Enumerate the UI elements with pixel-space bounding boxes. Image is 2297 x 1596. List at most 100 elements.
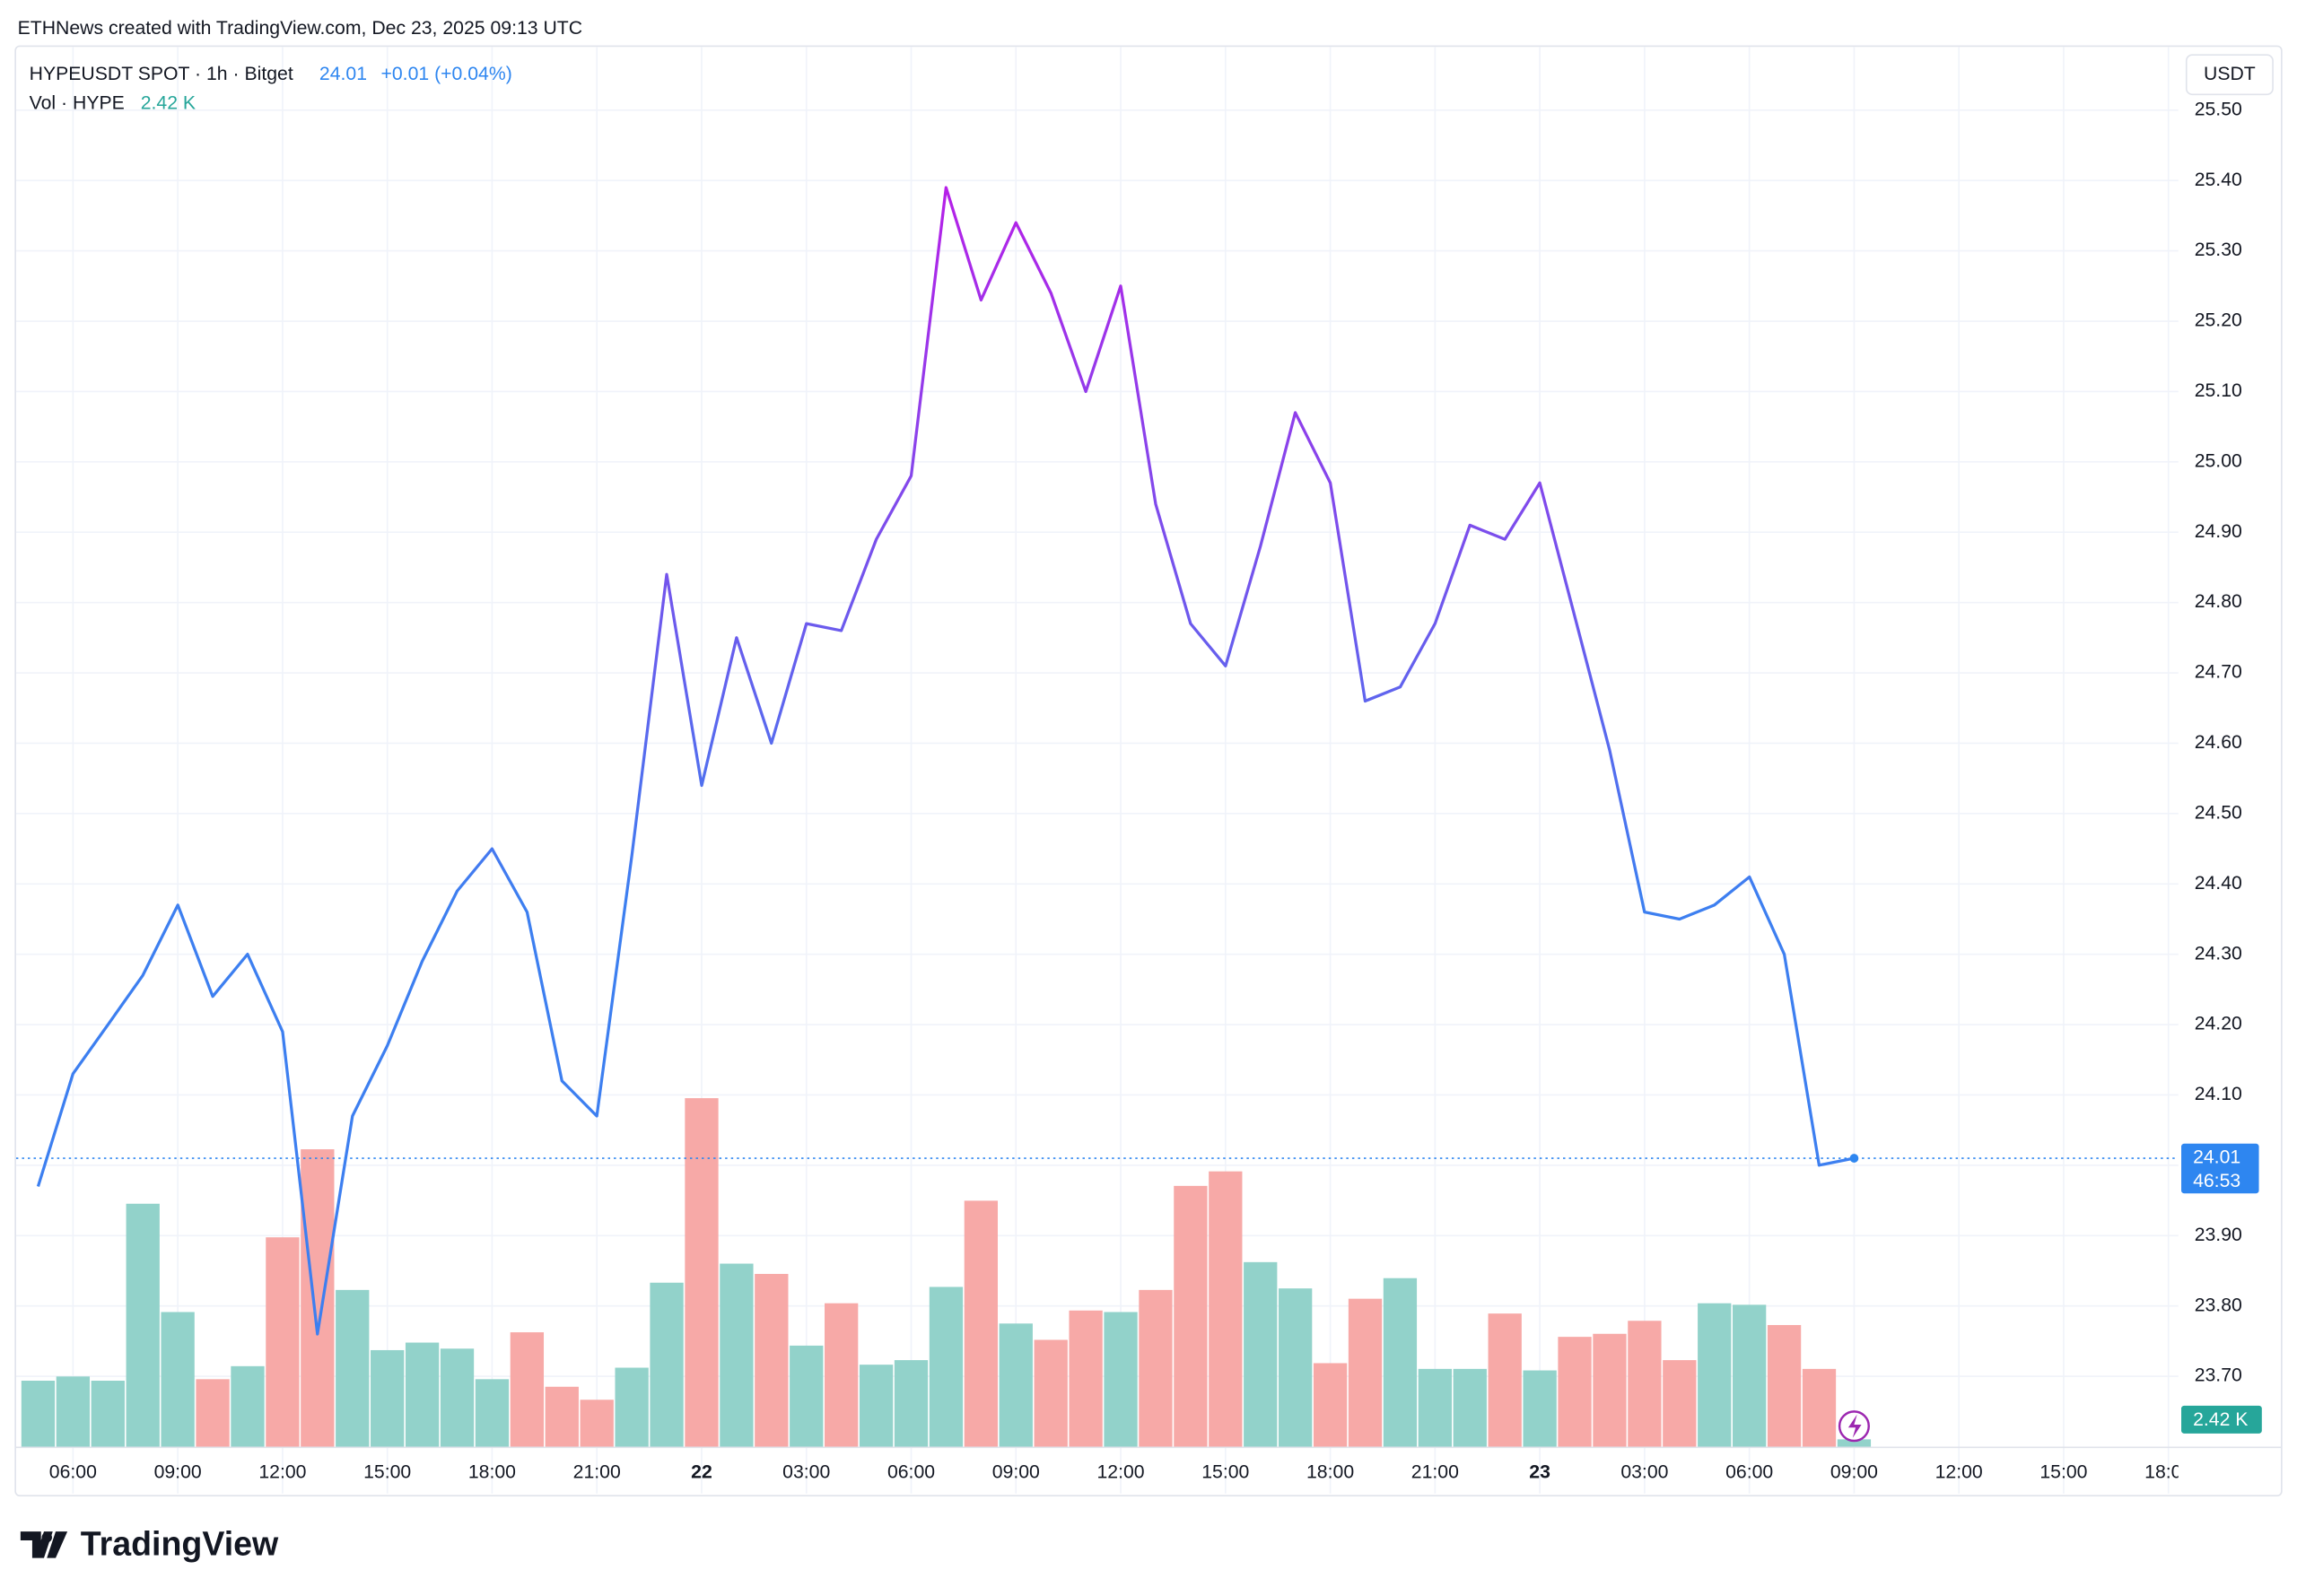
last-price: 24.01	[319, 64, 367, 84]
volume-bar	[1523, 1370, 1557, 1447]
volume-bar	[825, 1303, 859, 1447]
volume-bar	[859, 1365, 894, 1447]
grid	[15, 47, 2179, 1494]
x-axis: 06:00 09:00 12:00 15:00 18:00 21:00 22 03:00 06:…	[49, 1462, 2192, 1483]
y-tick-label: 25.10	[2195, 380, 2242, 401]
x-tick-label: 09:00	[154, 1462, 202, 1483]
volume-bar	[1733, 1304, 1767, 1447]
y-tick-label: 24.80	[2195, 591, 2242, 612]
x-tick-label: 18:00	[468, 1462, 516, 1483]
volume-title: Vol · HYPE	[30, 92, 125, 113]
volume-bars	[21, 1098, 1872, 1447]
x-tick-label: 09:00	[992, 1462, 1040, 1483]
logo-text: TradingView	[81, 1524, 279, 1562]
x-tick-label: 15:00	[1201, 1462, 1249, 1483]
volume-bar	[1348, 1298, 1383, 1447]
volume-bar	[336, 1289, 370, 1447]
volume-label-box	[2181, 1405, 2262, 1434]
volume-bar	[1628, 1321, 1662, 1447]
x-tick-label: 21:00	[1411, 1462, 1459, 1483]
volume-bar	[1069, 1310, 1103, 1447]
x-tick-label: 22	[691, 1462, 712, 1483]
y-tick-label: 24.20	[2195, 1014, 2242, 1034]
price-change: +0.01 (+0.04%)	[380, 64, 511, 84]
y-tick-label: 23.90	[2195, 1225, 2242, 1245]
volume-bar	[999, 1323, 1033, 1447]
y-tick-label: 23.80	[2195, 1295, 2242, 1315]
volume-bar	[894, 1360, 929, 1447]
volume-bar	[1244, 1261, 1278, 1447]
symbol: HYPEUSDT SPOT · 1h · Bitget	[30, 64, 293, 84]
y-tick-label: 24.10	[2195, 1084, 2242, 1104]
volume-last: 2.42 K	[141, 92, 196, 113]
y-tick-label: 24.60	[2195, 732, 2242, 753]
volume-bar	[615, 1367, 649, 1447]
volume-bar	[231, 1365, 265, 1447]
volume-bar	[1313, 1363, 1348, 1447]
x-tick-label: 21:00	[573, 1462, 621, 1483]
currency-button[interactable]	[2185, 54, 2274, 96]
currency[interactable]: USDT	[2204, 64, 2256, 84]
x-tick-label: 03:00	[1620, 1462, 1668, 1483]
x-tick-label: 06:00	[1725, 1462, 1773, 1483]
alert-bolt	[1847, 1414, 1862, 1438]
volume-bar	[650, 1282, 684, 1447]
volume-bar	[1593, 1333, 1627, 1447]
volume-bar	[1453, 1368, 1487, 1447]
volume-bar	[1174, 1185, 1208, 1447]
y-tick-label: 24.30	[2195, 943, 2242, 964]
logo-icon	[47, 1531, 68, 1558]
volume-bar	[1558, 1337, 1592, 1447]
y-tick-label: 24.70	[2195, 662, 2242, 683]
x-tick-label: 12:00	[1096, 1462, 1144, 1483]
x-tick-label: 23	[1529, 1462, 1550, 1483]
x-tick-label: 18:00	[2144, 1462, 2192, 1483]
price-label-box	[2181, 1143, 2259, 1194]
price-line	[36, 186, 1855, 1336]
y-tick-label: 25.00	[2195, 450, 2242, 471]
countdown: 46:53	[2193, 1171, 2240, 1191]
logo: TradingView	[20, 1524, 279, 1562]
chart-frame	[14, 45, 2283, 1497]
volume-bar	[475, 1379, 510, 1447]
volume-bar	[1488, 1313, 1522, 1447]
volume-bar	[91, 1381, 125, 1447]
volume-bar	[1663, 1360, 1697, 1447]
volume-bar	[196, 1379, 230, 1447]
volume-bar	[580, 1400, 614, 1447]
volume-bar	[1698, 1303, 1732, 1447]
volume-bar	[1383, 1278, 1418, 1447]
volume-bar	[510, 1332, 545, 1447]
volume-bar	[545, 1386, 579, 1447]
volume-bar	[301, 1149, 335, 1447]
y-tick-label: 24.90	[2195, 521, 2242, 542]
price-lines	[15, 186, 2179, 1336]
volume-bar	[56, 1376, 91, 1447]
x-tick-label: 15:00	[2039, 1462, 2087, 1483]
volume-bar	[1837, 1439, 1872, 1447]
y-tick-label: 25.20	[2195, 310, 2242, 331]
volume-bar	[405, 1342, 440, 1447]
volume-bar	[161, 1312, 195, 1447]
x-tick-label: 15:00	[363, 1462, 411, 1483]
x-tick-label: 09:00	[1830, 1462, 1878, 1483]
logo-dot	[41, 1532, 52, 1543]
volume-bar	[440, 1348, 475, 1447]
volume-bar	[929, 1286, 964, 1447]
volume-bar	[964, 1200, 998, 1447]
volume-bar	[126, 1203, 160, 1447]
y-tick-label: 24.50	[2195, 802, 2242, 823]
volume-bar	[755, 1273, 789, 1447]
x-tick-label: 06:00	[49, 1462, 97, 1483]
y-tick-label: 25.50	[2195, 99, 2242, 119]
price-label: 24.01	[2193, 1147, 2240, 1168]
volume-bar	[1802, 1368, 1837, 1447]
y-tick-label: 24.40	[2195, 873, 2242, 894]
x-tick-label: 18:00	[1306, 1462, 1354, 1483]
volume-bar	[266, 1237, 300, 1447]
x-tick-label: 12:00	[258, 1462, 306, 1483]
volume-bar	[720, 1263, 754, 1447]
y-tick-label: 25.40	[2195, 170, 2242, 190]
